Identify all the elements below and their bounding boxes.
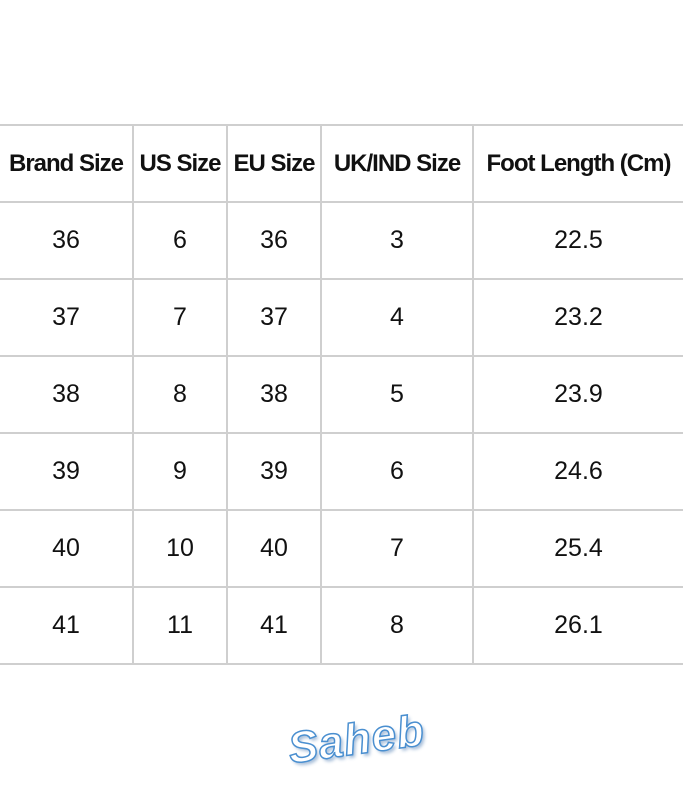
- table-cell: 38: [0, 355, 134, 434]
- table-cell: 6: [320, 432, 474, 511]
- table-cell: 37: [0, 278, 134, 357]
- table-cell: 4: [320, 278, 474, 357]
- table-cell: 25.4: [472, 509, 683, 588]
- table-cell: 8: [132, 355, 228, 434]
- table-cell: 41: [0, 586, 134, 665]
- table-cell: 5: [320, 355, 474, 434]
- table-row: 39 9 39 6 24.6: [0, 432, 683, 511]
- table-cell: 36: [226, 201, 322, 280]
- table-cell: 7: [320, 509, 474, 588]
- table-cell: 22.5: [472, 201, 683, 280]
- size-chart-table: Brand Size US Size EU Size UK/IND Size F…: [0, 124, 683, 665]
- table-cell: 40: [226, 509, 322, 588]
- table-cell: 7: [132, 278, 228, 357]
- header-us-size: US Size: [132, 124, 228, 203]
- table-cell: 39: [0, 432, 134, 511]
- table-row: 38 8 38 5 23.9: [0, 355, 683, 434]
- table-cell: 23.9: [472, 355, 683, 434]
- table-row: 41 11 41 8 26.1: [0, 586, 683, 665]
- table-cell: 39: [226, 432, 322, 511]
- table-cell: 3: [320, 201, 474, 280]
- table-cell: 41: [226, 586, 322, 665]
- table-cell: 40: [0, 509, 134, 588]
- table-cell: 9: [132, 432, 228, 511]
- table-cell: 11: [132, 586, 228, 665]
- header-uk-ind-size: UK/IND Size: [320, 124, 474, 203]
- table-row: 36 6 36 3 22.5: [0, 201, 683, 280]
- table-cell: 8: [320, 586, 474, 665]
- table-cell: 37: [226, 278, 322, 357]
- table-cell: 36: [0, 201, 134, 280]
- table-row: 37 7 37 4 23.2: [0, 278, 683, 357]
- header-brand-size: Brand Size: [0, 124, 134, 203]
- table-cell: 10: [132, 509, 228, 588]
- watermark: Saheb: [284, 705, 428, 774]
- header-eu-size: EU Size: [226, 124, 322, 203]
- table-row: 40 10 40 7 25.4: [0, 509, 683, 588]
- table-cell: 6: [132, 201, 228, 280]
- table-cell: 24.6: [472, 432, 683, 511]
- header-foot-length: Foot Length (Cm): [472, 124, 683, 203]
- table-cell: 23.2: [472, 278, 683, 357]
- header-row: Brand Size US Size EU Size UK/IND Size F…: [0, 124, 683, 203]
- table-cell: 26.1: [472, 586, 683, 665]
- table-cell: 38: [226, 355, 322, 434]
